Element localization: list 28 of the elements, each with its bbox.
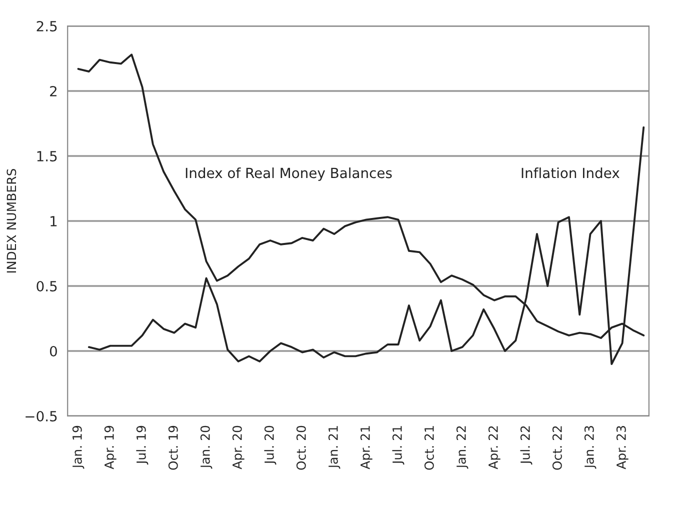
y-tick-label: −0.5	[26, 410, 57, 422]
x-tick-label: Apr. 22	[488, 426, 500, 470]
x-tick-label: Apr. 23	[616, 426, 628, 470]
y-tick-label: 0	[50, 346, 57, 356]
y-axis-title: INDEX NUMBERS	[6, 168, 16, 273]
y-tick-label: 2	[50, 86, 56, 96]
series-label: Index of Real Money Balances	[186, 167, 392, 181]
x-tick-label: Jan. 20	[200, 426, 212, 469]
y-tick-label: 0.5	[36, 280, 57, 292]
x-tick-label: Jan. 22	[456, 426, 468, 469]
x-tick-label: Apr. 19	[104, 426, 116, 470]
y-tick-label: 2.5	[36, 20, 57, 32]
x-tick-label: Jul. 19	[136, 426, 148, 465]
x-tick-label: Oct. 20	[296, 426, 306, 470]
series-label: Inflation Index	[522, 167, 620, 178]
x-tick-label: Oct. 21	[424, 426, 434, 470]
x-tick-label: Apr. 21	[360, 426, 372, 470]
y-tick-label: 1.5	[37, 151, 57, 162]
x-tick-label: Jul. 21	[392, 426, 404, 465]
x-tick-label: Jan. 23	[584, 426, 596, 469]
x-tick-label: Oct. 19	[168, 426, 178, 470]
x-tick-label: Jan. 19	[72, 426, 84, 469]
x-tick-label: Apr. 20	[232, 426, 244, 470]
x-tick-label: Jul. 20	[264, 426, 276, 465]
x-tick-label: Jan. 21	[328, 426, 340, 469]
x-tick-label: Jul. 22	[520, 426, 532, 465]
x-tick-label: Oct. 22	[552, 426, 562, 470]
y-tick-label: 1	[50, 216, 57, 226]
